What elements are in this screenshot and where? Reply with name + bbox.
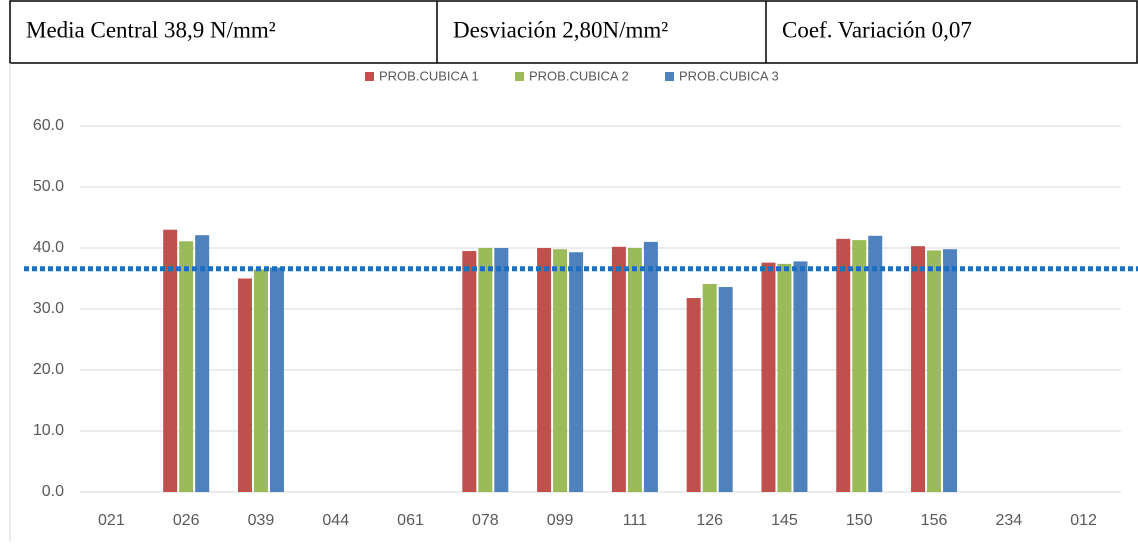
legend-swatch [365, 72, 374, 81]
legend-swatch [665, 72, 674, 81]
bar [702, 283, 717, 492]
bar [643, 241, 658, 492]
x-tick-label: 234 [995, 512, 1022, 529]
bar [163, 229, 178, 492]
bar [627, 248, 642, 492]
x-tick-label: 145 [771, 512, 798, 529]
x-tick-label: 061 [397, 512, 424, 529]
y-tick-label: 10.0 [33, 422, 64, 439]
bar [537, 248, 552, 492]
x-tick-label: 111 [623, 512, 647, 529]
bar [569, 252, 584, 492]
x-tick-label: 150 [846, 512, 873, 529]
header-cell: Media Central 38,9 N/mm² [26, 17, 276, 42]
y-tick-label: 50.0 [33, 178, 64, 195]
bar [777, 263, 792, 492]
y-tick-label: 20.0 [33, 361, 64, 378]
bar [237, 278, 252, 492]
x-tick-label: 039 [248, 512, 275, 529]
bar [761, 262, 776, 492]
x-tick-label: 026 [173, 512, 200, 529]
bar [195, 235, 210, 492]
x-tick-label: 099 [547, 512, 574, 529]
legend-label: PROB.CUBICA 3 [679, 68, 779, 83]
header-cell: Desviación 2,80N/mm² [453, 17, 668, 42]
bar [852, 240, 867, 492]
bar [718, 287, 733, 492]
bar [553, 249, 568, 492]
legend-label: PROB.CUBICA 1 [379, 68, 479, 83]
bar [462, 251, 477, 492]
bar [927, 250, 942, 492]
bar [868, 235, 883, 493]
x-tick-label: 021 [98, 512, 125, 529]
x-tick-label: 126 [696, 512, 723, 529]
x-tick-label: 156 [921, 512, 948, 529]
bar [911, 246, 926, 492]
bar [943, 249, 958, 492]
bar [253, 269, 268, 492]
y-tick-label: 0.0 [42, 483, 64, 500]
legend-label: PROB.CUBICA 2 [529, 68, 629, 83]
bar [478, 248, 493, 492]
bar [269, 267, 284, 492]
x-tick-label: 078 [472, 512, 499, 529]
legend-swatch [515, 72, 524, 81]
y-tick-label: 30.0 [33, 300, 64, 317]
x-tick-label: 044 [322, 512, 349, 529]
bar [179, 241, 194, 492]
bar [686, 298, 701, 492]
y-tick-label: 40.0 [33, 239, 64, 256]
y-tick-label: 60.0 [33, 117, 64, 134]
bar [494, 248, 509, 492]
bar [793, 261, 808, 492]
header-cell: Coef. Variación 0,07 [782, 17, 972, 42]
x-tick-label: 012 [1070, 512, 1097, 529]
bar [836, 238, 851, 492]
header-border [9, 0, 1138, 64]
bar [611, 246, 626, 492]
